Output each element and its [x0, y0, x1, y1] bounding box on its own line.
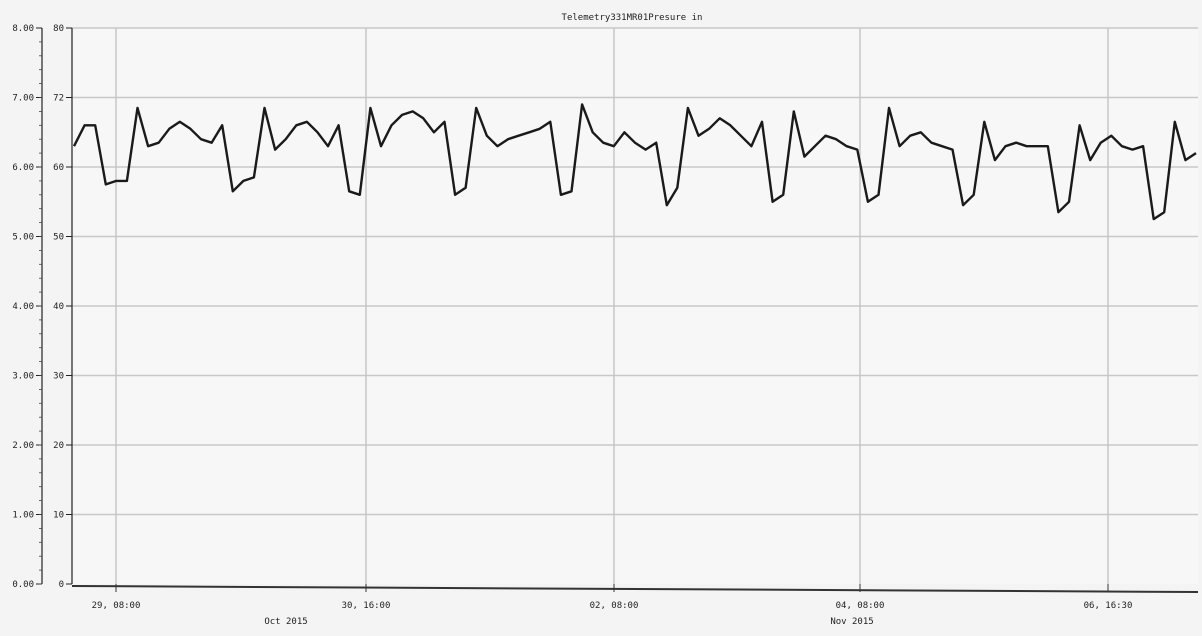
grid-layer [72, 27, 1198, 584]
chart-title: Telemetry331MR01Presure in [562, 13, 703, 23]
right-axis-tick-label: 40 [53, 302, 64, 312]
left-axis-tick-label: 6.00 [12, 163, 34, 173]
x-axis-tick-label: 30, 16:00 [342, 601, 391, 611]
right-axis-tick-label: 0 [59, 580, 64, 590]
left-axis-tick-label: 0.00 [12, 580, 34, 590]
series-layer [72, 103, 1197, 221]
x-axis-group-label: Oct 2015 [264, 617, 307, 627]
x-axis-tick-label: 04, 08:00 [836, 601, 885, 611]
left-axis-tick-label: 8.00 [12, 24, 34, 34]
tick-layer: 0.00 0 1.00 10 2.00 20 3.00 30 4.00 40 5.00 50 6.00 6… [12, 24, 1132, 627]
x-axis-tick-label: 06, 16:30 [1084, 601, 1133, 611]
left-axis-tick-label: 1.00 [12, 511, 34, 521]
x-axis-line [71, 585, 1199, 593]
left-axis-tick-label: 4.00 [12, 302, 34, 312]
right-axis-tick-label: 80 [53, 24, 64, 34]
x-axis-tick-label: 02, 08:00 [590, 601, 639, 611]
left-axis-tick-label: 2.00 [12, 441, 34, 451]
left-axis-tick-label: 3.00 [12, 372, 34, 382]
x-axis-tick-label: 29, 08:00 [92, 601, 141, 611]
right-axis-tick-label: 50 [53, 233, 64, 243]
left-axis-tick-label: 7.00 [12, 94, 34, 104]
series-line [72, 103, 1197, 221]
left-axis-tick-label: 5.00 [12, 233, 34, 243]
right-axis-tick-label: 20 [53, 441, 64, 451]
right-axis-tick-label: 10 [53, 511, 64, 521]
right-axis-tick-label: 30 [53, 372, 64, 382]
right-axis-tick-label: 72 [53, 94, 64, 104]
right-axis-tick-label: 60 [53, 163, 64, 173]
x-axis-group-label: Nov 2015 [830, 617, 873, 627]
